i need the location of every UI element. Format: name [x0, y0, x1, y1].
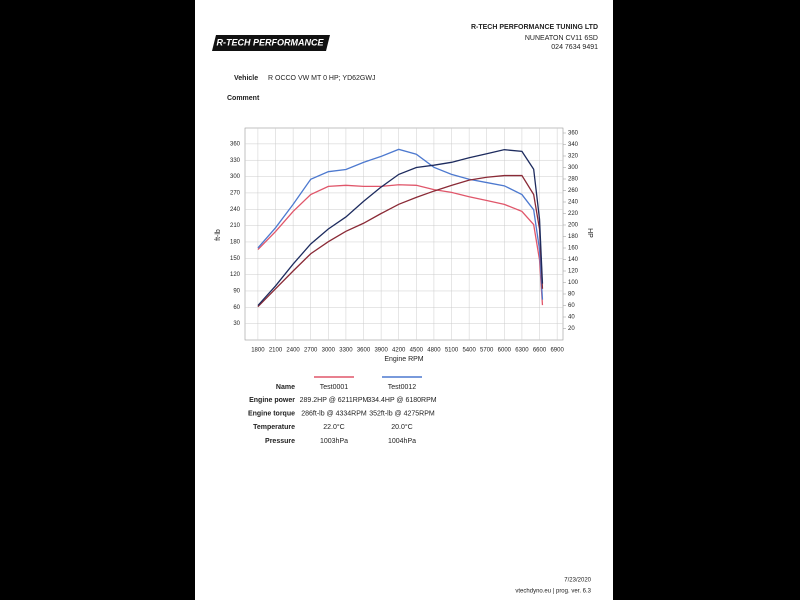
results-label: Engine power: [249, 397, 295, 404]
y-tick-label: 120: [230, 272, 241, 278]
y2-tick-label: 200: [568, 223, 579, 229]
y2-tick-label: 60: [568, 303, 575, 309]
y2-tick-label: 100: [568, 280, 579, 286]
x-tick-label: 2100: [269, 348, 283, 354]
results-table: Name Test0001 Test0012 Engine power 289.2HP …: [248, 376, 437, 445]
y2-tick-label: 360: [568, 131, 579, 137]
x-tick-label: 3900: [374, 348, 388, 354]
x-tick-label: 3300: [339, 348, 353, 354]
logo-box: [212, 35, 330, 51]
x-tick-label: 4500: [410, 348, 424, 354]
y-tick-label: 300: [230, 174, 241, 180]
company-phone: 024 7634 9491: [551, 44, 598, 51]
y2-tick-label: 20: [568, 326, 575, 332]
x-tick-label: 2400: [286, 348, 300, 354]
logo: R-TECH PERFORMANCE: [217, 37, 325, 47]
footer-date: 7/23/2020: [564, 578, 591, 584]
x-tick-label: 4200: [392, 348, 406, 354]
company-name: R-TECH PERFORMANCE TUNING LTD: [471, 24, 598, 31]
comment-label: Comment: [227, 95, 260, 102]
y-tick-label: 90: [233, 289, 240, 295]
y2-tick-label: 340: [568, 142, 579, 148]
y-tick-label: 270: [230, 190, 241, 196]
legend-name: Test0012: [388, 384, 417, 391]
y2-tick-label: 280: [568, 177, 579, 183]
y2-tick-label: 120: [568, 269, 579, 275]
results-label: Temperature: [253, 424, 295, 431]
results-cell: 286ft-lb @ 4334RPM: [301, 411, 367, 418]
y-axis-label: ft-lb: [215, 229, 222, 241]
x-tick-label: 5700: [480, 348, 494, 354]
y2-axis-label: HP: [586, 228, 593, 238]
x-tick-label: 6900: [550, 348, 564, 354]
x-tick-label: 3000: [322, 348, 336, 354]
vehicle-value: R OCCO VW MT 0 HP; YD62GWJ: [268, 75, 375, 82]
results-label: Name: [276, 384, 295, 391]
plot-area: [244, 127, 564, 341]
data-line: [257, 148, 544, 300]
results-cell: 352ft-lb @ 4275RPM: [369, 411, 435, 418]
vehicle-label: Vehicle: [234, 75, 258, 82]
x-tick-label: 3600: [357, 348, 371, 354]
results-label: Pressure: [265, 438, 295, 445]
x-tick-label: 4800: [427, 348, 441, 354]
results-cell: 1003hPa: [320, 438, 348, 445]
data-line: [257, 174, 544, 308]
results-label: Engine torque: [248, 411, 295, 418]
x-axis-label: Engine RPM: [384, 356, 423, 363]
y-tick-label: 30: [233, 321, 240, 327]
y2-tick-label: 220: [568, 211, 579, 217]
y2-tick-label: 40: [568, 315, 575, 321]
x-tick-label: 6600: [533, 348, 547, 354]
y2-tick-label: 240: [568, 200, 579, 206]
y2-tick-label: 160: [568, 246, 579, 252]
results-cell: 334.4HP @ 6180RPM: [367, 397, 436, 404]
footer-software: vtechdyno.eu | prog. ver. 6.3: [515, 589, 591, 595]
y2-tick-label: 80: [568, 292, 575, 298]
x-tick-label: 2700: [304, 348, 318, 354]
results-cell: 22.0°C: [323, 423, 344, 431]
data-line: [257, 149, 544, 306]
y-tick-label: 330: [230, 158, 241, 164]
results-cell: 1004hPa: [388, 438, 416, 445]
legend-name: Test0001: [320, 384, 349, 391]
y-tick-label: 180: [230, 240, 241, 246]
y-tick-label: 240: [230, 207, 241, 213]
y-tick-label: 210: [230, 223, 241, 229]
x-tick-label: 5400: [462, 348, 476, 354]
y-tick-label: 60: [233, 305, 240, 311]
y2-tick-label: 300: [568, 165, 579, 171]
y-tick-label: 360: [230, 141, 241, 147]
x-tick-label: 6300: [515, 348, 529, 354]
y2-tick-label: 140: [568, 257, 579, 263]
x-tick-label: 5100: [445, 348, 459, 354]
data-line: [257, 184, 544, 306]
y2-tick-label: 320: [568, 154, 579, 160]
x-tick-label: 6000: [498, 348, 512, 354]
y2-tick-label: 260: [568, 188, 579, 194]
company-address: NUNEATON CV11 6SD: [525, 35, 598, 42]
x-tick-label: 1800: [251, 348, 265, 354]
y2-tick-label: 180: [568, 234, 579, 240]
results-cell: 289.2HP @ 6211RPM: [300, 397, 369, 404]
results-cell: 20.0°C: [391, 423, 412, 431]
y-tick-label: 150: [230, 256, 241, 262]
chart: 1800 2100 2400 2700 3000 3300 3600 3900 4200 4500…: [215, 127, 593, 363]
